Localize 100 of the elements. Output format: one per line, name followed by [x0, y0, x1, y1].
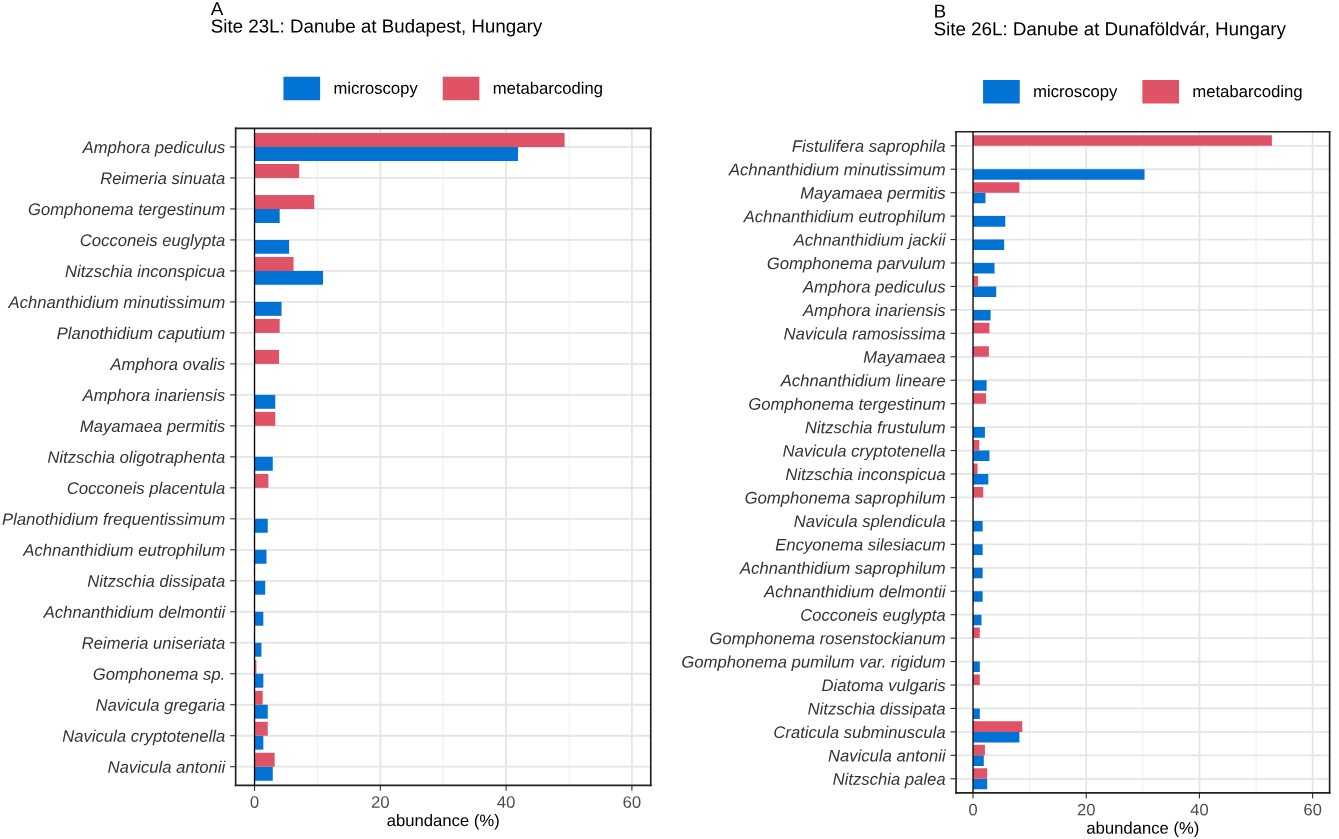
- bar: [973, 591, 983, 602]
- bar: [973, 263, 995, 274]
- y-tick-label: Mayamaea permitis: [80, 419, 225, 436]
- y-tick-label: Nitzschia dissipata: [808, 702, 946, 718]
- x-axis-title: abundance (%): [387, 814, 499, 830]
- bar: [973, 286, 997, 298]
- legend-label: metabarcoding: [493, 81, 602, 98]
- y-tick-label: Planothidium caputium: [57, 326, 225, 343]
- y-tick-label: Amphora ovalis: [109, 357, 225, 374]
- bar: [254, 735, 264, 750]
- y-tick-label: Amphora pediculus: [81, 140, 225, 157]
- legend-label: metabarcoding: [1193, 85, 1302, 101]
- bar: [254, 673, 264, 688]
- x-tick-label: 40: [497, 796, 515, 808]
- y-tick-label: Nitzschia oligotraphenta: [47, 450, 225, 467]
- bar: [254, 411, 276, 426]
- x-tick-label: 40: [1190, 803, 1209, 816]
- bar: [254, 194, 315, 209]
- bar: [254, 473, 269, 488]
- bar: [254, 580, 266, 595]
- y-tick-label: Gomphonema tergestinum: [28, 202, 225, 219]
- bar: [254, 239, 290, 254]
- y-tick-label: Navicula gregaria: [96, 698, 225, 715]
- bar: [254, 301, 282, 316]
- x-tick-label: 60: [623, 796, 641, 808]
- y-tick-label: Achnanthidium lineare: [779, 374, 946, 387]
- y-tick-label: Navicula splendicula: [794, 514, 946, 531]
- bar: [973, 427, 985, 438]
- bar: [254, 256, 294, 271]
- y-tick-label: Achnanthidium eutrophilum: [22, 543, 225, 560]
- y-tick-label: Achnanthidium saprophilum: [739, 561, 945, 578]
- y-tick-label: Gomphonema tergestinum: [749, 397, 945, 414]
- y-tick-label: Nitzschia inconspicua: [785, 467, 946, 484]
- y-tick-label: Diatoma vulgaris: [822, 678, 946, 695]
- bar: [254, 318, 280, 333]
- bar: [254, 133, 565, 147]
- y-tick-label: Navicula ramosissima: [784, 327, 946, 340]
- y-tick-label: Gomphonema parvulum: [767, 256, 945, 273]
- y-tick-label: Mayamaea permitis: [800, 186, 946, 203]
- bar: [254, 270, 324, 285]
- bar: [973, 380, 987, 391]
- bar: [254, 394, 276, 409]
- bar: [973, 768, 988, 779]
- y-tick-label: Fistulifera saprophila: [792, 139, 946, 156]
- y-tick-label: Amphora inariensis: [802, 303, 946, 320]
- y-tick-label: Achnanthidium jackii: [792, 233, 947, 250]
- y-tick-label: Navicula antonii: [828, 749, 947, 762]
- chart-title: A: [210, 2, 224, 16]
- y-tick-label: Nitzschia frustulum: [805, 421, 945, 434]
- bar: [254, 752, 275, 767]
- y-tick-label: Gomphonema pumilum var. rigidum: [682, 655, 945, 672]
- chart-subtitle: Site 23L: Danube at Budapest, Hungary: [211, 18, 543, 37]
- y-tick-label: Achnanthidium minutissimum: [728, 163, 945, 176]
- y-tick-label: Cocconeis euglypta: [801, 608, 946, 625]
- bar: [973, 135, 1272, 146]
- y-tick-label: Gomphonema sp.: [93, 667, 224, 684]
- y-tick-label: Mayamaea: [863, 351, 946, 367]
- bar: [973, 721, 1023, 732]
- y-tick-label: Gomphonema saprophilum: [745, 491, 945, 507]
- y-tick-label: Encyonema silesiacum: [775, 538, 945, 554]
- y-tick-label: Achnanthidium delmontii: [763, 585, 947, 598]
- y-tick-label: Nitzschia dissipata: [87, 574, 225, 591]
- bar: [254, 721, 268, 736]
- bar: [973, 216, 1006, 227]
- bar: [973, 182, 1020, 193]
- y-tick-label: Reimeria uniseriata: [82, 636, 225, 649]
- bar: [254, 146, 519, 161]
- bar: [254, 518, 268, 533]
- bar: [254, 208, 280, 223]
- y-tick-label: Cocconeis euglypta: [80, 233, 225, 250]
- y-tick-label: Craticula subminuscula: [774, 725, 946, 739]
- bar: [254, 456, 273, 471]
- bar: [973, 393, 987, 404]
- chart-subtitle: Site 26L: Danube at Dunaföldvár, Hungary: [934, 21, 1286, 40]
- x-tick-label: 60: [1304, 803, 1322, 816]
- bar: [254, 349, 280, 364]
- legend-label: microscopy: [334, 81, 418, 98]
- chart-title: B: [935, 4, 946, 18]
- bar: [254, 164, 300, 178]
- bar: [254, 549, 267, 564]
- y-tick-label: Achnanthidium delmontii: [42, 605, 226, 618]
- x-tick-label: 0: [250, 796, 259, 808]
- y-tick-label: Reimeria sinuata: [100, 171, 225, 185]
- y-tick-label: Amphora inariensis: [81, 388, 225, 405]
- y-tick-label: Gomphonema rosenstockianum: [710, 632, 945, 648]
- y-tick-label: Cocconeis placentula: [67, 481, 225, 498]
- bar: [254, 704, 268, 719]
- x-axis-title: abundance (%): [1087, 821, 1199, 838]
- y-tick-label: Achnanthidium minutissimum: [7, 295, 225, 309]
- y-tick-label: Navicula antonii: [108, 760, 226, 773]
- bar: [973, 544, 983, 555]
- bar: [254, 611, 264, 626]
- bar: [973, 309, 991, 321]
- bar: [973, 346, 989, 357]
- y-tick-label: Navicula cryptotenella: [62, 729, 225, 746]
- y-tick-label: Planothidium frequentissimum: [2, 512, 225, 529]
- bar: [254, 766, 273, 781]
- bar: [973, 731, 1020, 743]
- x-tick-label: 20: [371, 796, 389, 808]
- bar: [973, 474, 989, 485]
